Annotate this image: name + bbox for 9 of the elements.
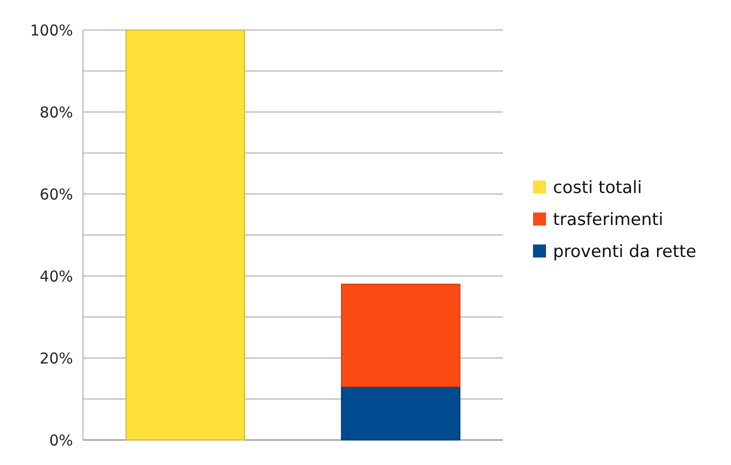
y-tick-label: 80% (40, 103, 73, 122)
legend-label: proventi da rette (553, 242, 696, 262)
y-tick-label: 20% (40, 349, 73, 368)
y-tick-label: 0% (49, 431, 73, 450)
y-tick-label: 100% (30, 21, 73, 40)
legend-label: trasferimenti (553, 210, 664, 230)
legend-label: costi totali (553, 178, 642, 198)
y-tick-label: 60% (40, 185, 73, 204)
y-tick-label: 40% (40, 267, 73, 286)
